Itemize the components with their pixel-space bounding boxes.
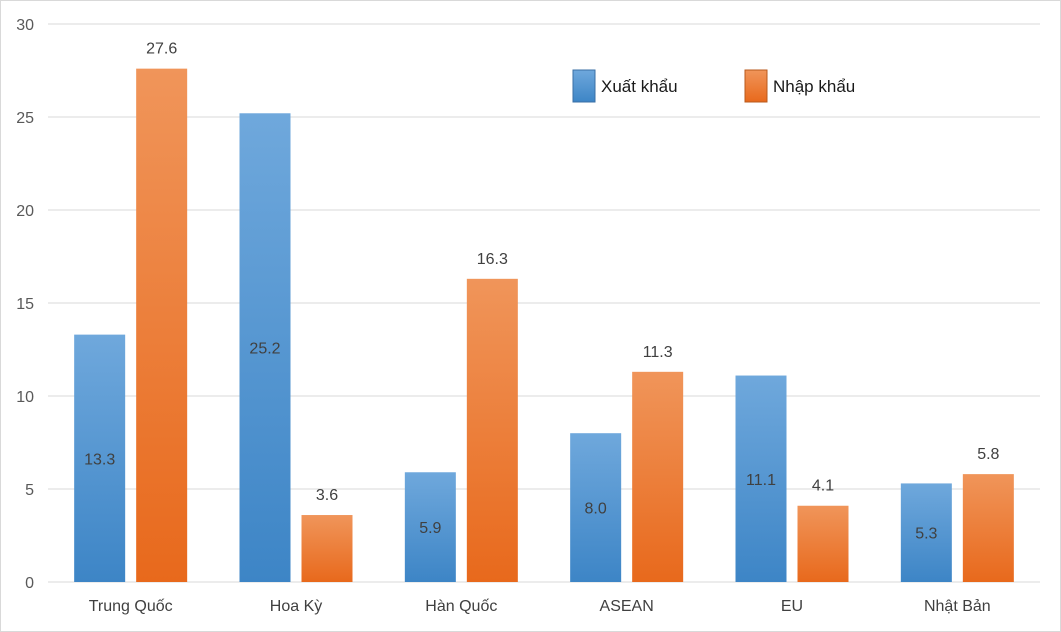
- data-label: 13.3: [84, 451, 115, 468]
- data-label: 27.6: [146, 41, 177, 58]
- y-tick-label: 15: [16, 296, 34, 313]
- data-label: 5.9: [419, 520, 441, 537]
- y-tick-label: 20: [16, 203, 34, 220]
- x-category-label: Nhật Bản: [924, 598, 991, 615]
- data-label: 3.6: [316, 487, 338, 504]
- bar-xuat-khau: [74, 334, 126, 582]
- bar-nhap-khau: [962, 474, 1014, 582]
- x-category-label: Hàn Quốc: [425, 598, 497, 615]
- bar-nhap-khau: [136, 68, 188, 582]
- legend: Xuất khẩu Nhập khẩu: [572, 69, 855, 103]
- data-label: 5.3: [915, 526, 937, 543]
- x-axis-categories: Trung Quốc Hoa Kỳ Hàn Quốc ASEAN EU Nhật Bản: [89, 598, 991, 615]
- x-category-label: Hoa Kỳ: [270, 598, 322, 615]
- data-label: 8.0: [585, 501, 607, 518]
- y-axis-ticks: 0 5 10 15 20 25 30: [16, 17, 34, 592]
- bar-xuat-khau: [735, 375, 787, 582]
- data-label: 11.1: [746, 472, 776, 489]
- y-tick-label: 10: [16, 389, 34, 406]
- x-category-label: EU: [781, 598, 803, 615]
- data-label: 5.8: [977, 446, 999, 463]
- legend-swatch: [572, 69, 596, 103]
- x-category-label: Trung Quốc: [89, 598, 173, 615]
- bar-xuat-khau: [570, 433, 622, 582]
- bar-xuat-khau: [239, 113, 291, 582]
- y-tick-label: 30: [16, 17, 34, 34]
- data-label: 25.2: [249, 341, 280, 358]
- y-tick-label: 25: [16, 110, 34, 127]
- legend-label: Xuất khẩu: [601, 77, 678, 96]
- bar-nhap-khau: [301, 515, 353, 582]
- legend-label: Nhập khẩu: [773, 77, 855, 96]
- bar-xuat-khau: [404, 472, 456, 582]
- legend-swatch: [744, 69, 768, 103]
- bar-nhap-khau: [466, 278, 518, 582]
- data-labels: 13.3 27.6 25.2 3.6 5.9 16.3 8.0 11.3 11.1 4.1 5.3 5…: [84, 41, 999, 543]
- data-label: 16.3: [477, 251, 508, 268]
- data-label: 4.1: [812, 478, 834, 495]
- x-category-label: ASEAN: [600, 598, 654, 615]
- data-label: 11.3: [643, 344, 673, 361]
- gridlines: [48, 23, 1040, 583]
- bars: [74, 68, 1014, 582]
- bar-nhap-khau: [797, 505, 849, 582]
- y-tick-label: 0: [25, 575, 34, 592]
- bar-xuat-khau: [900, 483, 952, 582]
- y-tick-label: 5: [25, 482, 34, 499]
- bar-nhap-khau: [632, 371, 684, 582]
